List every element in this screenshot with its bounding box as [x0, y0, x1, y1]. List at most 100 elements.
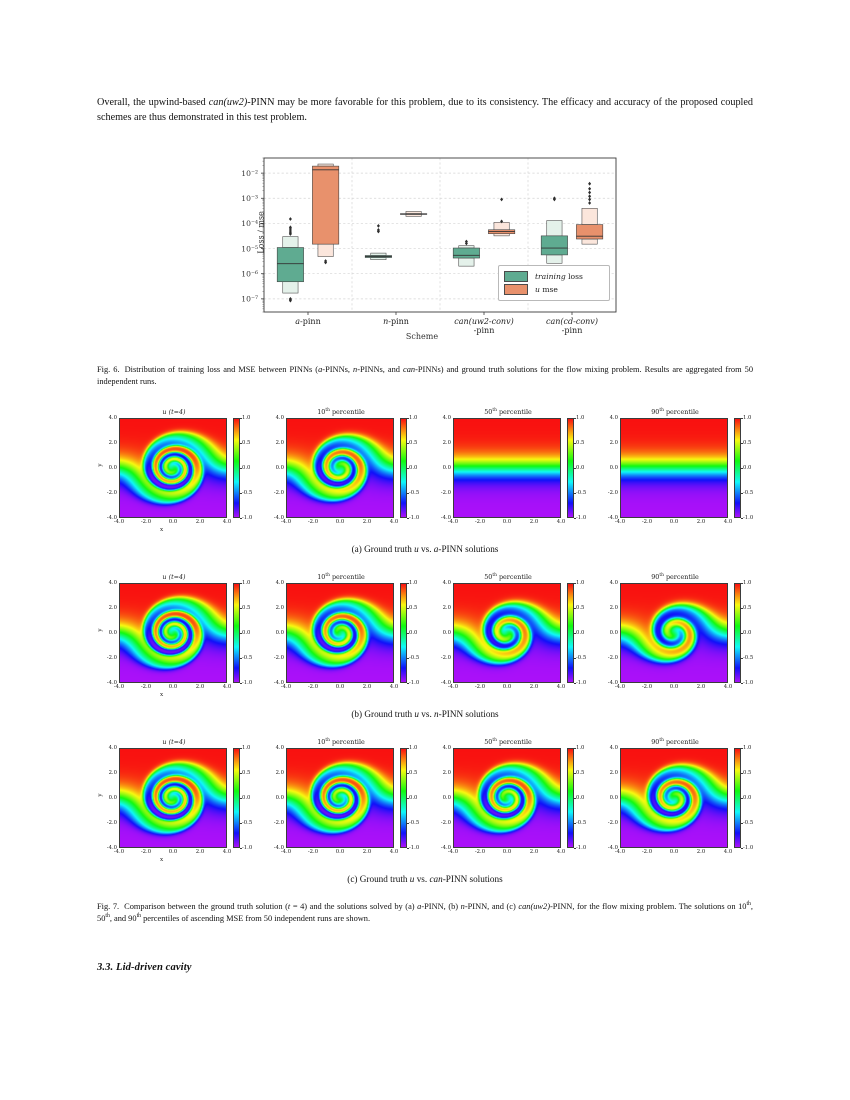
- heatmap-x-tick: 0.0: [168, 519, 178, 525]
- heatmap-y-axis-label: y: [97, 628, 104, 632]
- fig7-cap-it1: a: [417, 902, 422, 911]
- heatmap-x-tick: -4.0: [280, 519, 292, 525]
- heatmap-x-tick: -4.0: [280, 849, 292, 855]
- colorbar-tick-mark: [407, 658, 409, 659]
- heatmap-y-tick: -4.0: [273, 515, 284, 521]
- boxplot-x-axis-label: Scheme: [405, 332, 439, 341]
- heatmap-x-tick: -2.0: [140, 684, 152, 690]
- heatmap-x-axis-label: x: [160, 857, 164, 863]
- colorbar-tick-mark: [574, 848, 576, 849]
- legend-item-u-mse: u mse: [504, 283, 604, 296]
- colorbar-tick-mark: [741, 468, 743, 469]
- heatmap-panel-title: 10th percentile: [317, 572, 365, 581]
- heatmap-row-b: u (t=4) 4.0 2.0 0.0 -2.0 -4.0 -4.0 -2.0 0.0 2.0 4.…: [97, 573, 757, 701]
- heatmap-x-tick: -4.0: [614, 519, 626, 525]
- fig7-cap-it3: can(uw2): [518, 902, 550, 911]
- colorbar-tick: -1.0: [743, 515, 754, 521]
- fig6-cap-it1: a: [318, 365, 323, 374]
- heatmap-y-tick: -2.0: [440, 490, 451, 496]
- heatmap-image: [119, 583, 227, 683]
- heatmap-y-tick: -2.0: [106, 820, 117, 826]
- heatmap-panel-title: u (t=4): [162, 408, 186, 416]
- subcaption-b: (b) Ground truth u vs. n-PINN solutions: [97, 709, 753, 719]
- heatmap-x-tick: 2.0: [195, 684, 205, 690]
- heatmap-x-tick: 4.0: [389, 684, 399, 690]
- subcap-b-scheme: n: [434, 709, 439, 719]
- heatmap-y-tick: 4.0: [108, 745, 117, 751]
- heatmap-y-axis-label: y: [97, 793, 104, 797]
- colorbar-tick-mark: [574, 468, 576, 469]
- heatmap-x-axis-label: x: [160, 692, 164, 698]
- heatmap-panel-a-p90: 90th percentile 4.0 2.0 0.0 -2.0 -4.0 -4.0 -2.0…: [598, 408, 758, 536]
- subcap-c-u: u: [409, 874, 415, 884]
- heatmap-x-tick: 4.0: [556, 684, 566, 690]
- colorbar-tick: 1.0: [242, 580, 251, 586]
- heatmap-panel-title: 50th percentile: [484, 737, 532, 746]
- heatmap-y-tick: -2.0: [607, 655, 618, 661]
- colorbar-tick: -1.0: [242, 845, 253, 851]
- heatmap-panel-b-p10: 10th percentile 4.0 2.0 0.0 -2.0 -4.0 -4.0 -2.0…: [264, 573, 424, 701]
- heatmap-image: [119, 748, 227, 848]
- colorbar-tick-mark: [240, 748, 242, 749]
- heatmap-x-tick: 4.0: [389, 519, 399, 525]
- colorbar-tick: 0.0: [743, 630, 752, 636]
- boxplot-canvas: 10⁻⁷ 10⁻⁶ 10⁻⁵ 10⁻⁴ 10⁻³ 10⁻² a-pinn n-pinn can(…: [241, 157, 617, 335]
- figure-6-boxplot: Loss / mse Scheme 10⁻⁷ 10⁻⁶ 10⁻⁵ 10⁻⁴ 10⁻³ 10…: [222, 150, 622, 350]
- heatmap-image: [286, 583, 394, 683]
- colorbar-tick: 1.0: [409, 415, 418, 421]
- heatmap-y-tick: 0.0: [442, 465, 451, 471]
- fig7-cap-e: -PINN, for the flow mixing problem. The …: [550, 902, 747, 911]
- heatmap-y-tick: -4.0: [607, 845, 618, 851]
- heatmap-y-tick: 2.0: [108, 770, 117, 776]
- heatmap-image: [453, 583, 561, 683]
- heatmap-colorbar: [233, 748, 240, 848]
- heatmap-x-tick: 2.0: [696, 684, 706, 690]
- colorbar-tick: 0.0: [242, 795, 251, 801]
- colorbar-tick-mark: [741, 608, 743, 609]
- colorbar-tick-mark: [574, 608, 576, 609]
- colorbar-tick: 1.0: [743, 580, 752, 586]
- heatmap-y-tick: -2.0: [440, 655, 451, 661]
- colorbar-tick: 0.0: [743, 465, 752, 471]
- colorbar-tick-mark: [407, 633, 409, 634]
- subcap-a-mid: vs.: [418, 544, 434, 554]
- colorbar-tick-mark: [741, 633, 743, 634]
- colorbar-tick-mark: [741, 418, 743, 419]
- heatmap-x-tick: 0.0: [502, 684, 512, 690]
- heatmap-y-tick: 4.0: [442, 745, 451, 751]
- colorbar-tick: 0.5: [743, 770, 752, 776]
- colorbar-tick: -0.5: [409, 820, 420, 826]
- heatmap-x-tick: 0.0: [335, 519, 345, 525]
- fig7-cap-b: = 4) and the solutions solved by (a): [290, 902, 418, 911]
- colorbar-tick-mark: [240, 848, 242, 849]
- heatmap-panel-title: 50th percentile: [484, 572, 532, 581]
- colorbar-tick-mark: [741, 848, 743, 849]
- heatmap-x-tick: -2.0: [474, 849, 486, 855]
- heatmap-x-tick: 2.0: [696, 849, 706, 855]
- heatmap-panel-title: u (t=4): [162, 573, 186, 581]
- legend-swatch-training-loss: [504, 271, 528, 282]
- colorbar-tick: -1.0: [743, 845, 754, 851]
- subcap-a-scheme: a: [433, 544, 439, 554]
- colorbar-tick: -1.0: [242, 515, 253, 521]
- heatmap-x-tick: 4.0: [723, 684, 733, 690]
- heatmap-x-tick: -4.0: [113, 849, 125, 855]
- colorbar-tick-mark: [407, 443, 409, 444]
- heatmap-x-tick: 4.0: [222, 519, 232, 525]
- colorbar-tick: 1.0: [242, 745, 251, 751]
- svg-text:-pinn: -pinn: [474, 326, 495, 335]
- subcap-c-suffix: -PINN solutions: [442, 874, 503, 884]
- fig6-cap-d: -PINNs) and ground truth solutions for t…: [97, 365, 754, 386]
- figure-7-caption: Fig. 7. Comparison between the ground tru…: [97, 901, 753, 924]
- fig6-cap-it3: can: [403, 365, 416, 374]
- section-heading-3-3: 3.3. Lid-driven cavity: [97, 962, 192, 973]
- colorbar-tick-mark: [574, 748, 576, 749]
- heatmap-y-tick: -2.0: [273, 490, 284, 496]
- heatmap-panel-b-p90: 90th percentile 4.0 2.0 0.0 -2.0 -4.0 -4.0 -2.0…: [598, 573, 758, 701]
- heatmap-image: [453, 748, 561, 848]
- heatmap-y-tick: -4.0: [607, 680, 618, 686]
- fig7-cap-g: , and 90: [109, 913, 137, 923]
- heatmap-y-tick: -4.0: [106, 515, 117, 521]
- subcap-b-prefix: (b) Ground truth: [351, 709, 415, 719]
- heatmap-image: [453, 418, 561, 518]
